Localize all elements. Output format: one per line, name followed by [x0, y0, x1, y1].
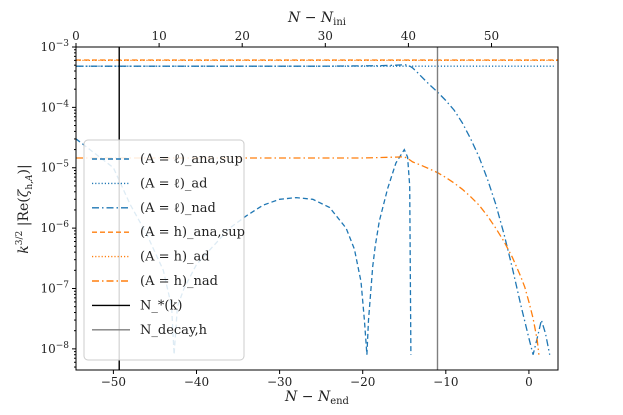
x-tick-label: 0: [525, 375, 533, 389]
series-line-0: [76, 138, 412, 355]
legend-label: N_*(k): [140, 298, 182, 313]
y-tick-label: 10−6: [40, 220, 69, 235]
top-tick-label: 20: [235, 29, 250, 43]
top-axis-ticks: 0 10 20 30 40 50: [72, 29, 499, 47]
x-tick-label: −40: [184, 375, 209, 389]
top-axis-label: N − Nini: [287, 10, 346, 28]
x-tick-label: −10: [433, 375, 458, 389]
legend-label: (A = ℓ)_nad: [140, 201, 216, 216]
x-axis-ticks: −50 −40 −30 −20 −10 0: [101, 370, 533, 389]
legend-label: (A = h)_ad: [140, 250, 210, 265]
top-tick-label: 30: [318, 29, 333, 43]
top-tick-label: 10: [151, 29, 166, 43]
y-tick-label: 10−8: [40, 341, 69, 356]
legend-label: (A = ℓ)_ana,sup: [140, 152, 243, 167]
legend-label: (A = h)_ana,sup: [140, 225, 245, 240]
y-tick-label: 10−3: [40, 39, 69, 54]
x-tick-label: −30: [267, 375, 292, 389]
x-axis-label: N − Nend: [284, 389, 349, 407]
y-axis-ticks: 10−8 10−7 10−6 10−5 10−4 10−3: [40, 39, 76, 368]
plot-frame: [75, 46, 559, 371]
legend: (A = ℓ)_ana,sup (A = ℓ)_ad (A = ℓ)_nad (A =…: [83, 139, 245, 361]
y-tick-label: 10−7: [40, 280, 69, 295]
legend-label: N_decay,h: [140, 323, 208, 338]
y-tick-label: 10−5: [40, 160, 69, 175]
series-line-2: [76, 64, 551, 355]
series-layer: [76, 59, 558, 355]
legend-label: (A = h)_nad: [140, 274, 218, 289]
legend-label: (A = ℓ)_ad: [140, 176, 208, 191]
y-tick-label: 10−4: [40, 99, 69, 114]
top-tick-label: 0: [72, 29, 80, 43]
x-tick-label: −20: [350, 375, 375, 389]
top-tick-label: 40: [401, 29, 416, 43]
y-axis-label: k3/2 |Re(ζh,A)|: [15, 164, 35, 253]
x-tick-label: −50: [101, 375, 126, 389]
top-tick-label: 50: [484, 29, 499, 43]
